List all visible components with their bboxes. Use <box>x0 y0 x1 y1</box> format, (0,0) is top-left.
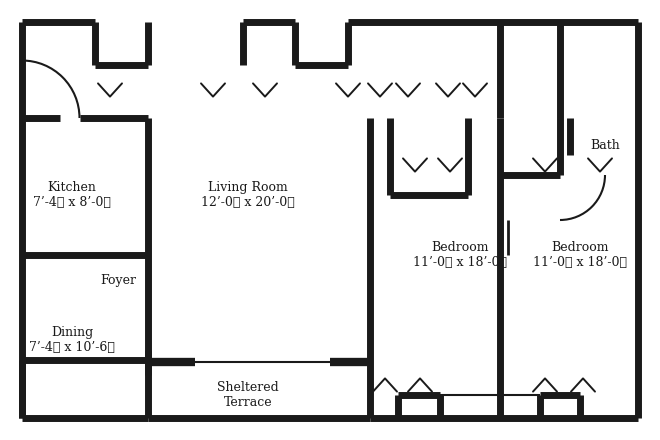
Text: Bath: Bath <box>590 139 620 151</box>
Text: Bedroom
11’-0∡ x 18’-0∡: Bedroom 11’-0∡ x 18’-0∡ <box>413 241 507 269</box>
Text: Dining
7’-4∡ x 10’-6∡: Dining 7’-4∡ x 10’-6∡ <box>29 326 115 354</box>
Text: Living Room
12’-0∡ x 20’-0∡: Living Room 12’-0∡ x 20’-0∡ <box>201 181 295 209</box>
Text: Kitchen
7’-4∡ x 8’-0∡: Kitchen 7’-4∡ x 8’-0∡ <box>33 181 111 209</box>
Text: Sheltered
Terrace: Sheltered Terrace <box>217 381 279 409</box>
Text: Bedroom
11’-0∡ x 18’-0∡: Bedroom 11’-0∡ x 18’-0∡ <box>533 241 627 269</box>
Text: Foyer: Foyer <box>100 274 136 286</box>
